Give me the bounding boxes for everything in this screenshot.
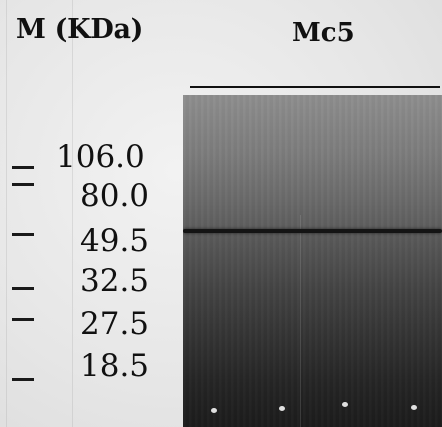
well-dot <box>211 408 217 413</box>
marker-tick <box>12 233 34 236</box>
marker-heading: M (KDa) <box>16 14 144 45</box>
marker-label-49-5: 49.5 <box>80 223 150 259</box>
gel-lane <box>183 95 442 427</box>
gel-crack <box>300 215 301 427</box>
well-dot <box>411 405 417 410</box>
marker-label-27-5: 27.5 <box>80 306 150 342</box>
marker-label-106: 106.0 <box>56 139 145 175</box>
marker-tick <box>12 318 34 321</box>
background-rule <box>6 0 7 427</box>
marker-tick <box>12 183 34 186</box>
marker-tick <box>12 287 34 290</box>
well-dot <box>342 402 348 407</box>
well-dot <box>279 406 285 411</box>
gel-texture <box>183 95 442 427</box>
lane-top-rule <box>190 86 440 88</box>
marker-label-80: 80.0 <box>80 178 150 214</box>
lane-heading: Mc5 <box>292 18 355 48</box>
background-rule <box>72 0 73 427</box>
marker-tick <box>12 378 34 381</box>
marker-label-18-5: 18.5 <box>80 348 150 384</box>
marker-label-32-5: 32.5 <box>80 263 150 299</box>
protein-band <box>183 229 442 233</box>
marker-tick <box>12 166 34 169</box>
